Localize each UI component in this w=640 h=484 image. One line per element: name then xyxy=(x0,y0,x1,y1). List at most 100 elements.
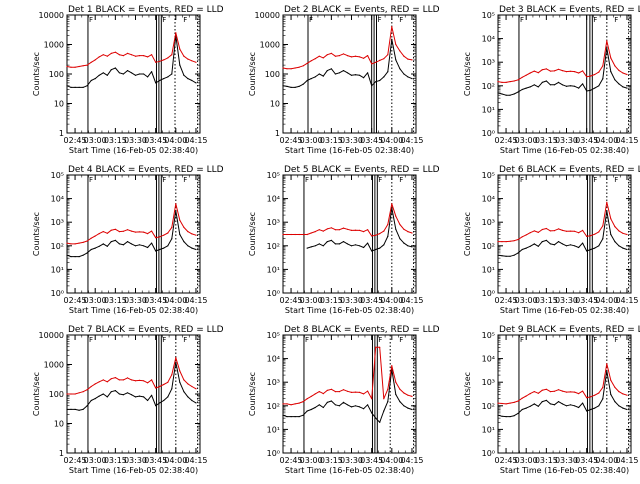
data-point-events xyxy=(314,406,316,409)
flag-marker: F xyxy=(520,336,524,344)
data-point-lld xyxy=(314,231,316,233)
y-axis-label: Counts/sec xyxy=(463,372,472,416)
y-axis-label: Counts/sec xyxy=(463,212,472,256)
data-point-lld xyxy=(159,385,161,388)
data-point-lld xyxy=(338,55,340,57)
data-point-lld xyxy=(171,226,173,228)
y-tick-label: 10¹ xyxy=(482,425,495,434)
data-point-lld xyxy=(195,61,197,63)
data-point-events xyxy=(147,246,149,249)
x-tick-label: 04:15 xyxy=(615,136,638,145)
y-tick-label: 10⁴ xyxy=(267,195,280,204)
data-point-lld xyxy=(574,391,576,393)
data-point-lld xyxy=(110,52,112,55)
data-point-lld xyxy=(126,229,129,231)
data-point-lld xyxy=(618,391,620,393)
data-point-events xyxy=(594,247,596,249)
data-point-lld xyxy=(411,395,413,397)
data-point-lld xyxy=(582,70,584,72)
data-point-lld xyxy=(138,379,141,381)
data-point-lld xyxy=(399,50,401,52)
data-point-lld xyxy=(407,58,409,60)
data-point-events xyxy=(367,242,369,244)
y-tick-label: 1 xyxy=(59,129,64,138)
data-point-lld xyxy=(614,65,616,67)
data-point-events xyxy=(318,73,320,75)
x-tick-label: 04:00 xyxy=(595,136,618,145)
data-point-events xyxy=(626,408,628,411)
data-point-lld xyxy=(541,389,543,391)
data-point-events xyxy=(403,405,405,407)
data-point-lld xyxy=(114,228,116,230)
y-tick-label: 10² xyxy=(267,242,280,251)
x-tick-label: 02:45 xyxy=(280,136,303,145)
data-point-lld xyxy=(565,71,568,73)
data-point-events xyxy=(134,396,137,398)
data-point-lld xyxy=(387,54,389,56)
data-point-events xyxy=(598,245,600,247)
data-point-lld xyxy=(537,72,539,74)
data-point-events xyxy=(610,233,612,236)
x-tick-label: 04:15 xyxy=(615,296,638,305)
data-point-lld xyxy=(175,32,177,34)
data-point-lld xyxy=(501,81,503,83)
series-events xyxy=(497,370,628,418)
data-point-events xyxy=(594,407,596,409)
data-point-lld xyxy=(338,229,340,231)
data-point-lld xyxy=(525,74,527,76)
y-axis-label: Counts/sec xyxy=(32,212,41,256)
y-tick-label: 100 xyxy=(49,70,64,79)
data-point-events xyxy=(195,82,197,84)
data-point-events xyxy=(163,399,165,402)
data-point-events xyxy=(411,408,413,411)
data-point-lld xyxy=(529,72,531,74)
panel-det-3: Det 3 BLACK = Events, RED = LLD 10⁰ 10¹ 10²… xyxy=(463,5,640,155)
data-point-lld xyxy=(183,379,185,381)
series-lld xyxy=(283,203,413,237)
data-point-lld xyxy=(302,233,304,236)
flag-marker: F xyxy=(520,176,524,184)
y-tick-label: 10000 xyxy=(255,11,280,20)
data-point-lld xyxy=(521,397,523,399)
data-point-events xyxy=(90,399,92,402)
data-point-events xyxy=(70,256,72,258)
series-lld xyxy=(67,357,197,395)
data-point-lld xyxy=(66,65,68,68)
data-point-lld xyxy=(70,393,72,395)
data-point-lld xyxy=(171,374,173,376)
data-point-events xyxy=(155,405,157,407)
data-point-lld xyxy=(387,388,389,390)
data-point-events xyxy=(590,248,592,251)
data-point-lld xyxy=(282,67,284,69)
data-point-lld xyxy=(411,59,413,61)
data-point-events xyxy=(110,391,112,393)
y-axis-label: Counts/sec xyxy=(248,372,257,416)
data-point-events xyxy=(407,407,409,409)
data-point-lld xyxy=(90,237,92,239)
data-point-lld xyxy=(545,227,548,230)
y-tick-label: 100 xyxy=(265,70,280,79)
x-tick-label: 02:45 xyxy=(495,296,518,305)
data-point-lld xyxy=(122,379,124,381)
data-point-lld xyxy=(598,392,600,394)
data-point-lld xyxy=(350,56,353,58)
data-point-lld xyxy=(391,26,393,28)
data-point-events xyxy=(330,239,332,241)
data-point-lld xyxy=(86,64,88,66)
data-point-events xyxy=(399,68,401,70)
data-point-lld xyxy=(565,391,568,393)
data-point-lld xyxy=(578,232,580,234)
data-point-events xyxy=(86,252,88,254)
data-point-lld xyxy=(565,230,568,232)
data-point-lld xyxy=(175,203,177,205)
data-point-events xyxy=(94,247,96,249)
data-point-events xyxy=(545,239,548,241)
x-tick-label: 03:45 xyxy=(575,296,598,305)
data-point-lld xyxy=(118,54,120,56)
data-point-events xyxy=(163,78,165,80)
x-tick-label: 03:30 xyxy=(124,296,147,305)
data-point-events xyxy=(541,401,543,403)
data-point-events xyxy=(574,405,576,407)
y-tick-label: 10⁰ xyxy=(482,289,495,298)
data-point-events xyxy=(70,86,72,88)
